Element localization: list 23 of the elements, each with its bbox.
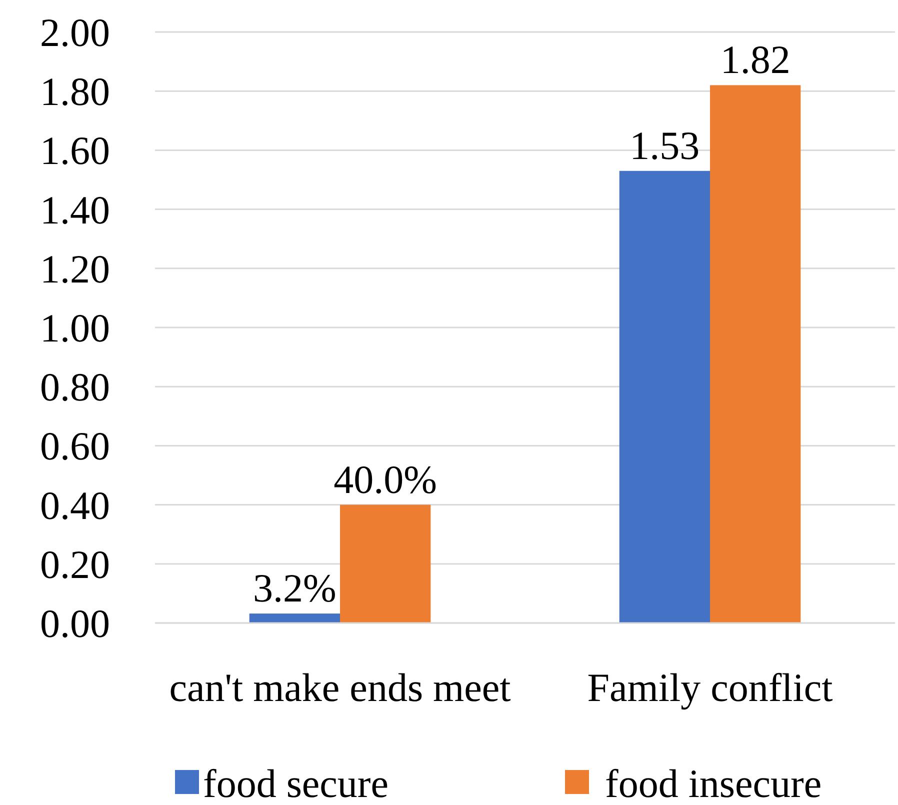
legend-label: food insecure [605, 761, 822, 805]
text: 1.80 [40, 69, 110, 114]
text: 1.20 [40, 246, 110, 292]
text: 1.00 [40, 306, 110, 350]
text: 0.00 [40, 601, 110, 646]
text: 0.60 [40, 424, 110, 469]
data-label: 1.82 [720, 37, 790, 82]
bar [340, 504, 431, 623]
x-tick-label: can't make ends meet [169, 665, 511, 710]
data-label: 3.2% [253, 566, 336, 611]
bar [710, 85, 801, 623]
bar [619, 170, 710, 623]
bar [249, 614, 340, 623]
text: 0.20 [40, 542, 110, 587]
text: 1.60 [40, 128, 110, 174]
text: 0.40 [40, 482, 110, 528]
x-tick-label: Family conflict [587, 665, 833, 710]
data-label: 1.53 [630, 122, 700, 168]
text: 2.00 [40, 10, 110, 55]
data-label: 40.0% [334, 456, 437, 502]
legend-label: food secure [203, 761, 388, 805]
text: 1.40 [40, 187, 110, 232]
text: 0.80 [40, 364, 110, 410]
